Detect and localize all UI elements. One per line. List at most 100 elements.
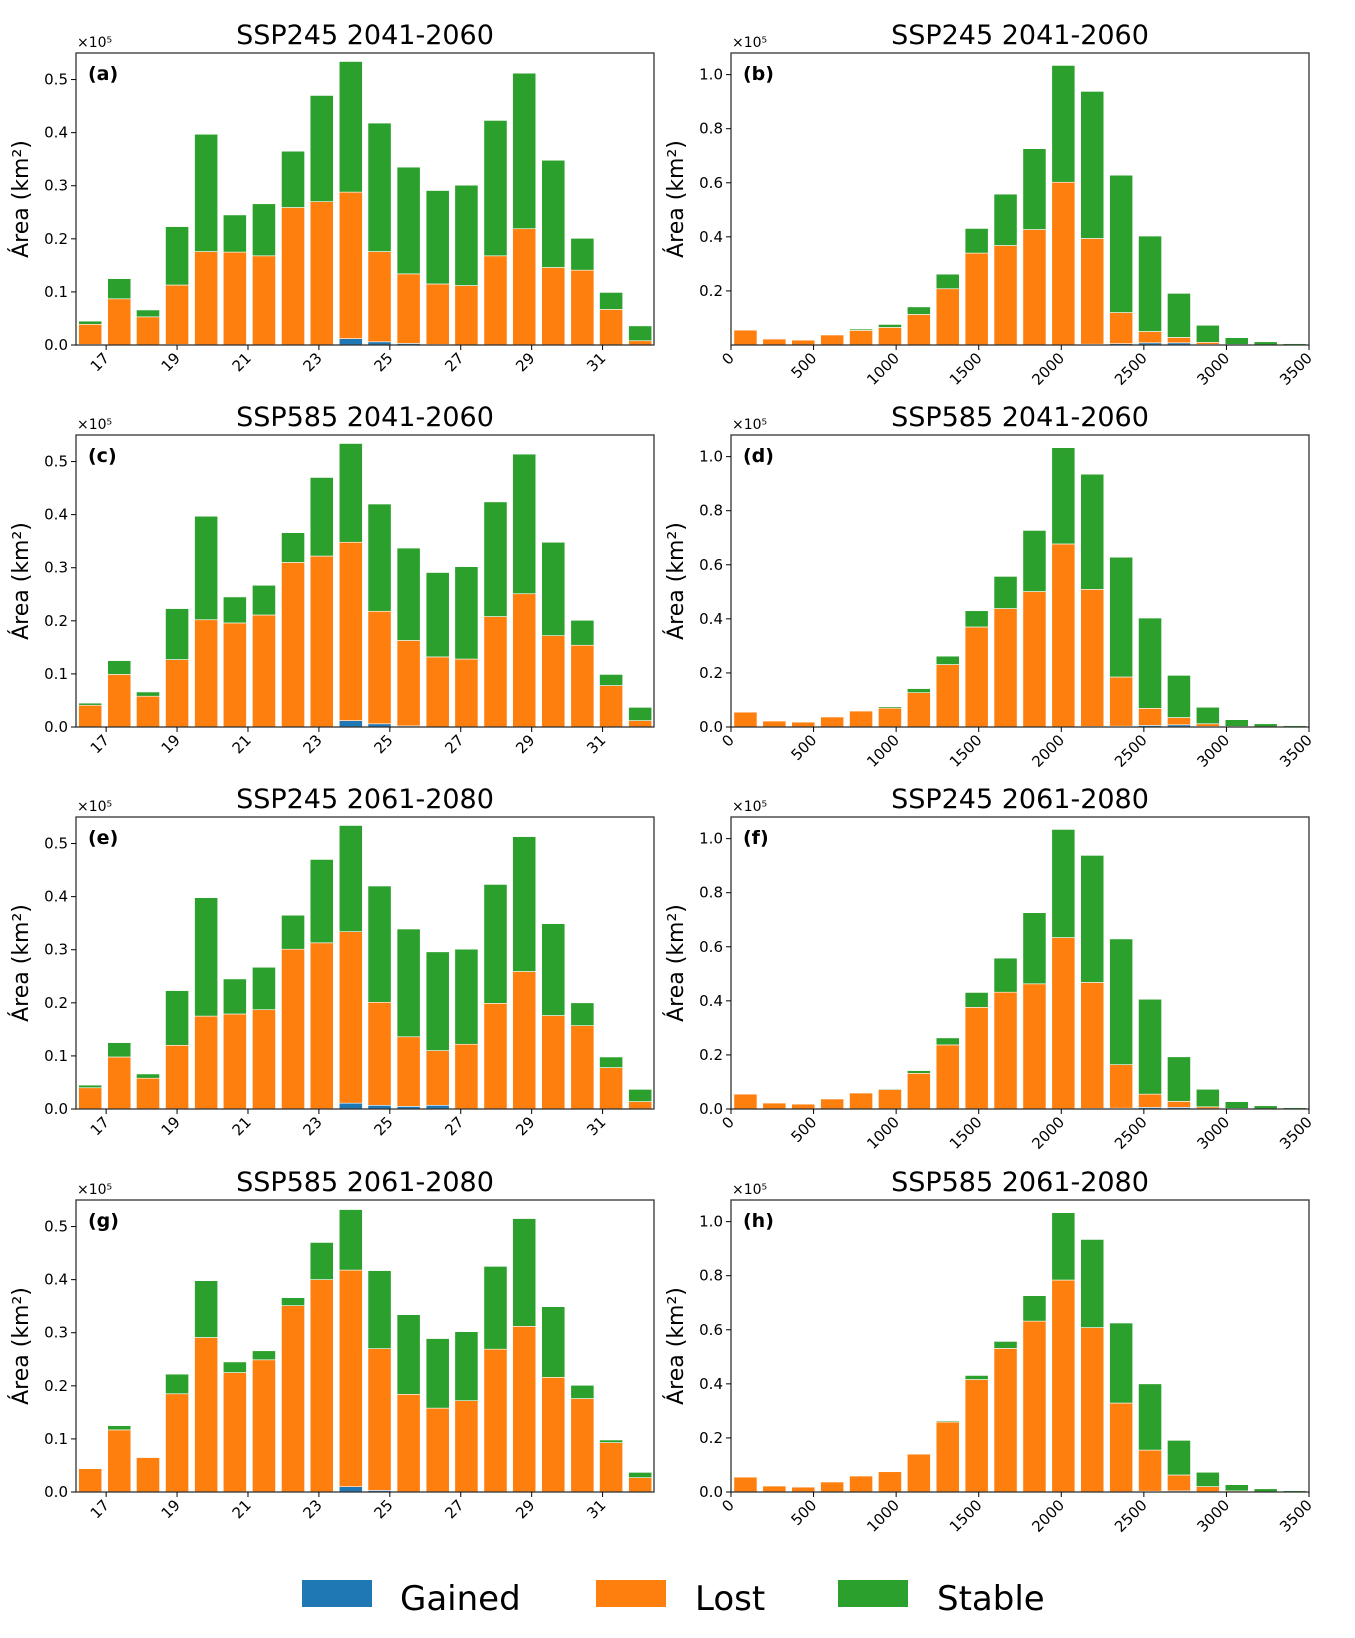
bar-lost xyxy=(222,1372,247,1493)
bar-stable xyxy=(1195,1088,1220,1108)
bar-stable xyxy=(1051,447,1076,545)
bar-lost xyxy=(762,1102,787,1110)
bar-stable xyxy=(935,1420,960,1423)
bar-stable xyxy=(222,978,247,1015)
x-tick-label: 29 xyxy=(512,1113,538,1139)
x-tick-label: 21 xyxy=(229,731,255,757)
bar-stable xyxy=(281,532,305,563)
bar-stable xyxy=(454,1331,479,1401)
y-tick-label: 0.2 xyxy=(44,1377,68,1395)
bar-lost xyxy=(599,1442,623,1493)
bar-lost xyxy=(425,1407,450,1493)
bar-lost xyxy=(194,619,219,728)
bar-lost xyxy=(1080,1327,1105,1493)
legend-label-gained: Gained xyxy=(400,1579,521,1619)
bar-stable xyxy=(1022,1295,1047,1322)
bar-stable xyxy=(1224,1101,1249,1109)
panel-c: 0.0 0.1 0.2 0.3 0.4 0.5 17 19 21 23 25 27 29 31 SSP585… xyxy=(8,402,655,757)
bar-lost xyxy=(165,659,189,728)
bars xyxy=(78,825,653,1110)
bar-stable xyxy=(78,1467,103,1469)
bar-lost xyxy=(1138,331,1162,344)
bar-stable xyxy=(570,1384,595,1399)
x-tick-label: 31 xyxy=(583,1496,609,1522)
x-tick-label: 2500 xyxy=(1111,1496,1151,1536)
y-tick-label: 0.0 xyxy=(699,1483,723,1501)
bar-stable xyxy=(252,584,276,616)
bar-stable xyxy=(396,547,421,641)
y-axis-label: Área (km²) xyxy=(8,1287,34,1405)
x-tick-label: 3500 xyxy=(1276,731,1316,771)
bar-lost xyxy=(849,330,873,346)
y-multiplier: ×10⁵ xyxy=(77,1182,112,1198)
bar-lost xyxy=(512,593,537,728)
bar-lost xyxy=(338,931,363,1104)
bar-lost xyxy=(194,251,219,346)
bar-lost xyxy=(1167,1474,1191,1492)
bar-stable xyxy=(964,228,989,254)
bar-lost xyxy=(733,711,758,728)
bar-lost xyxy=(733,1476,758,1493)
panel-title: SSP585 2061-2080 xyxy=(236,1167,494,1198)
x-tick-label: 1500 xyxy=(946,731,986,771)
bar-lost xyxy=(993,1348,1018,1493)
bar-stable xyxy=(570,237,595,271)
x-tick-label: 19 xyxy=(158,731,184,757)
bar-stable xyxy=(599,1439,623,1443)
y-tick-label: 0.4 xyxy=(44,1271,68,1289)
bar-lost xyxy=(396,1394,421,1493)
x-tick-label: 27 xyxy=(441,1113,467,1139)
bar-stable xyxy=(1224,719,1249,727)
bar-stable xyxy=(964,610,989,628)
bar-stable xyxy=(309,477,334,557)
bar-lost xyxy=(935,1044,960,1110)
bar-stable xyxy=(483,1266,508,1350)
x-tick-label: 21 xyxy=(229,349,255,375)
bar-stable xyxy=(107,1042,132,1058)
bar-lost xyxy=(281,207,305,346)
bar-lost xyxy=(165,284,189,345)
bar-stable xyxy=(425,1338,450,1409)
panel-label: (h) xyxy=(743,1210,774,1232)
bar-stable xyxy=(165,1373,189,1395)
bar-stable xyxy=(309,95,334,202)
bar-lost xyxy=(1022,591,1047,728)
bar-lost xyxy=(628,720,653,728)
panel-label: (e) xyxy=(88,827,118,849)
bar-stable xyxy=(78,1084,103,1089)
x-tick-label: 29 xyxy=(512,349,538,375)
bar-gained xyxy=(338,1486,363,1493)
bar-lost xyxy=(1195,723,1220,727)
axes-frame xyxy=(75,1199,655,1493)
x-tick-label: 2500 xyxy=(1111,349,1151,389)
bar-lost xyxy=(1080,238,1105,345)
panel-label: (c) xyxy=(88,445,117,467)
x-tick-label: 500 xyxy=(787,1496,820,1529)
bar-lost xyxy=(107,1429,132,1493)
x-tick-label: 500 xyxy=(787,731,820,764)
bar-lost xyxy=(599,1067,623,1110)
bar-stable xyxy=(107,1425,132,1431)
bar-stable xyxy=(1080,1239,1105,1328)
bar-lost xyxy=(396,273,421,344)
bar-stable xyxy=(1195,706,1220,725)
bar-stable xyxy=(194,1280,219,1338)
y-tick-label: 0.4 xyxy=(699,610,723,628)
bar-lost xyxy=(599,685,623,728)
bar-lost xyxy=(791,1103,816,1110)
axes-frame xyxy=(75,434,655,728)
x-tick-label: 25 xyxy=(370,349,396,375)
panel-f: 0.0 0.2 0.4 0.6 0.8 1.0 0 500 1000 1500 2000 2500 30… xyxy=(663,784,1316,1153)
y-tick-label: 1.0 xyxy=(699,830,723,848)
bar-lost xyxy=(1022,983,1047,1110)
bar-lost xyxy=(165,1393,189,1493)
bar-lost xyxy=(367,610,392,725)
panel-a: 0.0 0.1 0.2 0.3 0.4 0.5 17 19 21 23 25 27 29 31 SSP245… xyxy=(8,20,655,375)
bar-stable xyxy=(309,859,334,944)
axes-frame xyxy=(730,1199,1310,1493)
bar-stable xyxy=(338,443,363,543)
bar-lost xyxy=(165,1044,189,1110)
bar-stable xyxy=(935,1037,960,1046)
y-tick-label: 0.8 xyxy=(699,502,723,520)
